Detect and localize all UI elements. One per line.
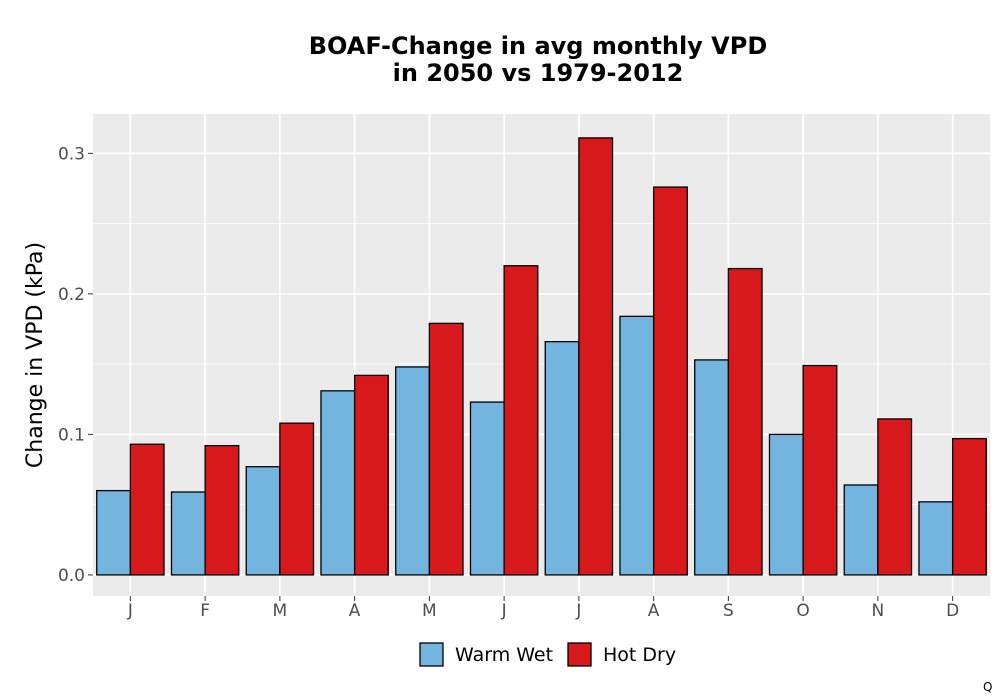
x-tick-label: J [575, 601, 581, 621]
bar-warm-wet [619, 315, 655, 576]
bar-hot-dry [951, 437, 987, 576]
bar-hot-dry [578, 137, 614, 576]
bar-hot-dry [503, 265, 539, 576]
minor-gridlines [93, 223, 990, 506]
bars-group [96, 137, 987, 576]
legend-label-hot-dry: Hot Dry [603, 644, 676, 666]
y-tick-label: 0.3 [58, 144, 85, 164]
x-tick-label: A [648, 601, 660, 621]
y-tick-label: 0.1 [58, 425, 85, 445]
legend-swatch-warm-wet [419, 642, 444, 667]
x-tick-label: J [501, 601, 507, 621]
bar-warm-wet [469, 401, 505, 576]
bar-warm-wet [395, 366, 431, 576]
bar-hot-dry [877, 418, 913, 576]
y-tick-label: 0.2 [58, 285, 85, 305]
bar-hot-dry [652, 186, 688, 576]
x-tick-label: A [349, 601, 361, 621]
chart-title-line2: in 2050 vs 1979-2012 [393, 59, 684, 87]
y-axis-title: Change in VPD (kPa) [23, 242, 48, 468]
x-tick-label: M [422, 601, 437, 621]
x-tick-label: M [273, 601, 288, 621]
x-tick-label: N [872, 601, 885, 621]
legend-swatch-hot-dry [567, 642, 592, 667]
chart-title-line1: BOAF-Change in avg monthly VPD [309, 32, 768, 60]
corner-mark: Q [983, 680, 992, 694]
bar-warm-wet [694, 359, 730, 576]
x-tick-label: D [946, 601, 959, 621]
y-tick-label: 0.0 [58, 566, 85, 586]
plot-panel [93, 114, 990, 596]
bar-hot-dry [204, 444, 240, 576]
bar-warm-wet [544, 341, 580, 576]
bar-hot-dry [129, 443, 165, 576]
x-tick-label: S [723, 601, 734, 621]
legend-label-warm-wet: Warm Wet [455, 644, 553, 666]
bar-warm-wet [768, 433, 804, 576]
bar-warm-wet [320, 390, 356, 576]
legend: Warm Wet Hot Dry [419, 642, 676, 667]
bar-warm-wet [170, 491, 206, 576]
bar-warm-wet [918, 501, 954, 576]
x-tick-label: J [127, 601, 133, 621]
y-axis: 0.0 0.1 0.2 0.3 [58, 144, 93, 586]
bar-warm-wet [245, 466, 281, 576]
x-tick-label: F [200, 601, 210, 621]
bar-hot-dry [279, 422, 315, 576]
bar-hot-dry [353, 374, 389, 576]
bar-hot-dry [727, 267, 763, 576]
bar-warm-wet [843, 484, 879, 576]
bar-hot-dry [802, 364, 838, 576]
bar-warm-wet [96, 489, 132, 576]
x-tick-label: O [796, 601, 809, 621]
bar-hot-dry [428, 322, 464, 576]
